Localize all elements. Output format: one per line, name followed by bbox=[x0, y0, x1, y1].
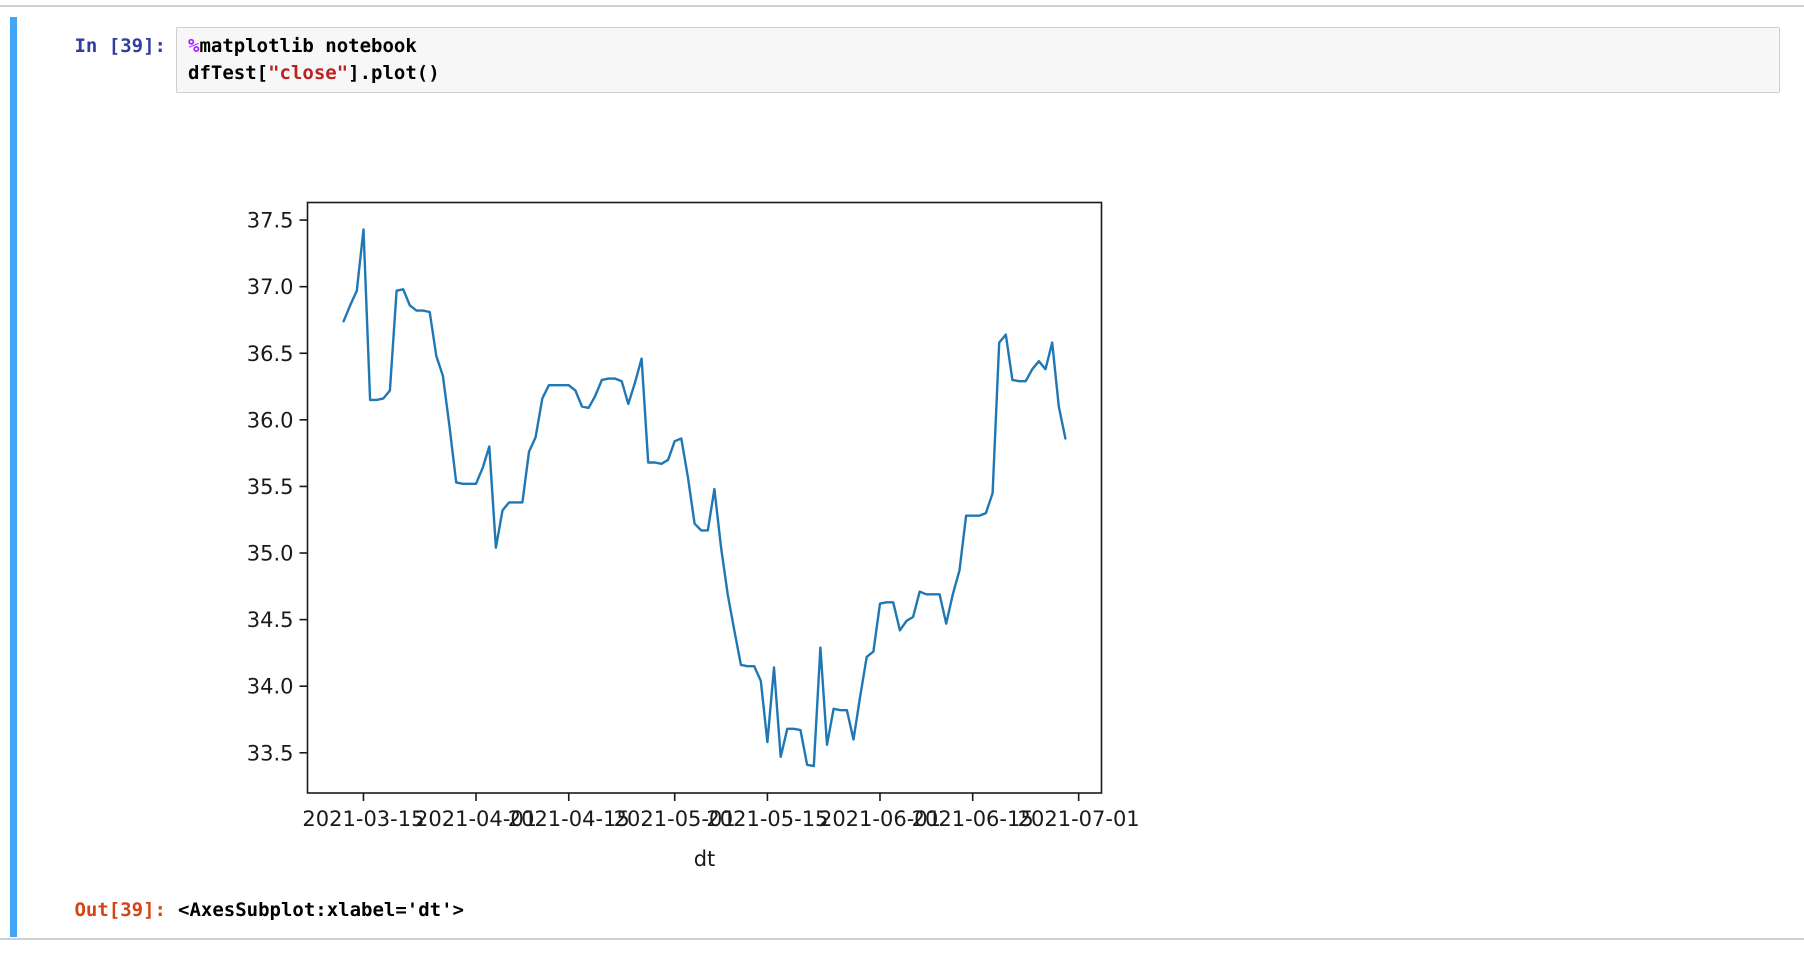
x-tick-label: 2021-04-15 bbox=[508, 807, 630, 831]
code-token-magic: % bbox=[188, 35, 200, 57]
x-tick-label: 2021-06-15 bbox=[912, 807, 1034, 831]
matplotlib-figure[interactable]: 33.5 34.0 34.5 35.0 35.5 36.0 36.5 37.0 37.5 2021… bbox=[179, 110, 1204, 877]
y-tick-label: 36.0 bbox=[247, 408, 294, 432]
output-prompt: Out[39]: bbox=[74, 899, 166, 921]
axes-box bbox=[306, 201, 1103, 794]
code-token-plain: ].plot() bbox=[348, 62, 440, 84]
x-tick-label: 2021-04-01 bbox=[415, 807, 537, 831]
code-token-string: "close" bbox=[268, 62, 349, 84]
y-tick-label: 34.0 bbox=[247, 675, 294, 699]
y-tick-label: 37.0 bbox=[247, 275, 294, 299]
line-chart-svg: 33.5 34.0 34.5 35.0 35.5 36.0 36.5 37.0 37.5 2021… bbox=[247, 201, 1140, 871]
x-tick-label: 2021-07-01 bbox=[1018, 807, 1140, 831]
code-token-plain: matplotlib notebook bbox=[199, 35, 417, 57]
cell-bottom-border bbox=[0, 938, 1804, 940]
y-tick-label: 35.5 bbox=[247, 475, 294, 499]
y-tick-label: 37.5 bbox=[247, 209, 294, 233]
y-tick-label: 35.0 bbox=[247, 542, 294, 566]
x-tick-label: 2021-06-01 bbox=[819, 807, 941, 831]
close-price-line bbox=[342, 228, 1067, 768]
code-editor[interactable]: %matplotlib notebook dfTest["close"].plot… bbox=[176, 27, 1780, 93]
x-tick-label: 2021-05-01 bbox=[614, 807, 736, 831]
code-token-plain: dfTest[ bbox=[188, 62, 269, 84]
output-repr: <AxesSubplot:xlabel='dt'> bbox=[178, 899, 464, 921]
input-prompt: In [39]: bbox=[74, 35, 166, 57]
y-tick-label: 34.5 bbox=[247, 608, 294, 632]
x-tick-label: 2021-03-15 bbox=[302, 807, 424, 831]
code-line: %matplotlib notebook bbox=[188, 33, 1768, 60]
selected-cell-indicator bbox=[10, 17, 17, 937]
code-line: dfTest["close"].plot() bbox=[188, 60, 1768, 87]
y-tick-label: 33.5 bbox=[247, 741, 294, 765]
y-tick-label: 36.5 bbox=[247, 342, 294, 366]
x-axis-label: dt bbox=[694, 847, 716, 871]
x-tick-label: 2021-05-15 bbox=[706, 807, 828, 831]
cell-top-border bbox=[0, 5, 1804, 7]
